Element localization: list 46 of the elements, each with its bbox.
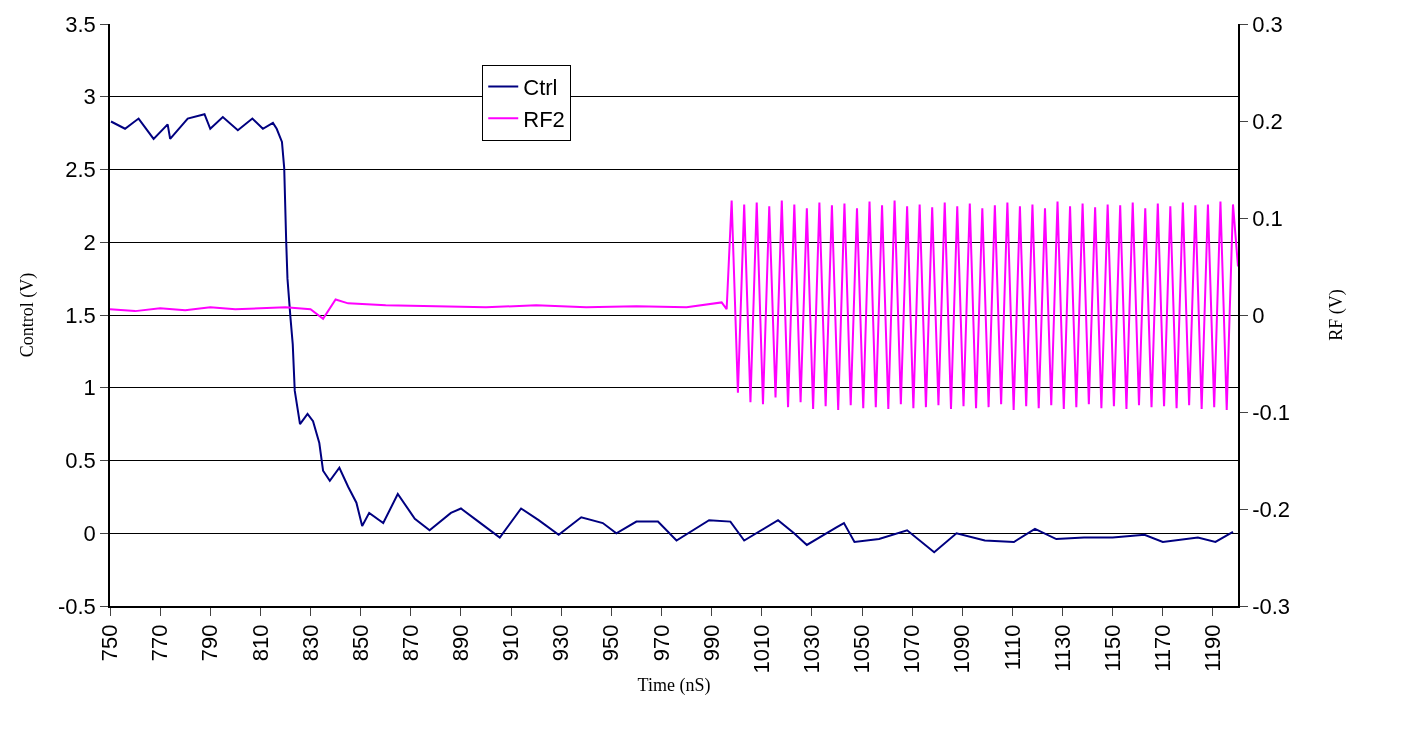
legend-label: Ctrl [523, 75, 558, 101]
x-tick-label: 1050 [849, 624, 875, 674]
y2-axis-title: RF (V) [1325, 289, 1347, 341]
x-tick-label: 930 [548, 624, 574, 662]
legend-label: RF2 [523, 106, 565, 132]
x-tick-label: 1150 [1099, 624, 1125, 672]
y2-tick-label: 0.1 [1252, 205, 1283, 231]
y2-tick-label: -0.2 [1252, 496, 1291, 522]
x-tick-label: 1070 [899, 624, 925, 674]
x-tick-label: 830 [297, 624, 323, 662]
x-tick-label: 910 [498, 624, 524, 662]
x-tick-label: 1190 [1200, 624, 1226, 672]
line-series [110, 199, 1238, 412]
x-tick-label: 1010 [748, 624, 774, 674]
y-axis-title: Control (V) [16, 272, 38, 358]
x-tick-label: 810 [247, 624, 273, 662]
x-tick-label: 950 [598, 624, 624, 662]
y-tick-label: 3 [83, 84, 96, 110]
x-tick-label: 750 [97, 624, 123, 662]
x-tick-label: 1170 [1149, 624, 1175, 672]
y2-tick-label: -0.1 [1252, 399, 1291, 425]
x-tick-label: 1030 [799, 624, 825, 674]
y-tick-label: 3.5 [65, 11, 96, 37]
y-tick-label: 0 [83, 520, 96, 546]
x-axis-title: Time (nS) [637, 675, 711, 697]
y-tick-label: 0.5 [65, 448, 96, 474]
x-tick-label: 1090 [949, 624, 975, 674]
y2-tick-label: 0.3 [1252, 11, 1283, 37]
x-tick-label: 1110 [999, 624, 1025, 671]
x-tick-label: 870 [397, 624, 423, 662]
y-tick-label: 1 [83, 375, 96, 401]
x-tick-label: 990 [698, 624, 724, 662]
x-tick-label: 890 [448, 624, 474, 662]
y2-tick-label: 0 [1252, 302, 1265, 328]
x-tick-label: 790 [197, 624, 223, 662]
y2-tick-label: -0.3 [1252, 593, 1291, 619]
x-tick-label: 850 [347, 624, 373, 662]
y2-tick-label: 0.2 [1252, 108, 1283, 134]
x-tick-label: 1130 [1049, 624, 1075, 672]
y-tick-label: 2.5 [65, 157, 96, 183]
y-tick-label: -0.5 [57, 593, 96, 619]
line-series [110, 113, 1234, 554]
y-tick-label: 1.5 [65, 302, 96, 328]
x-tick-label: 770 [147, 624, 173, 662]
x-tick-label: 970 [648, 624, 674, 662]
y-tick-label: 2 [83, 229, 96, 255]
